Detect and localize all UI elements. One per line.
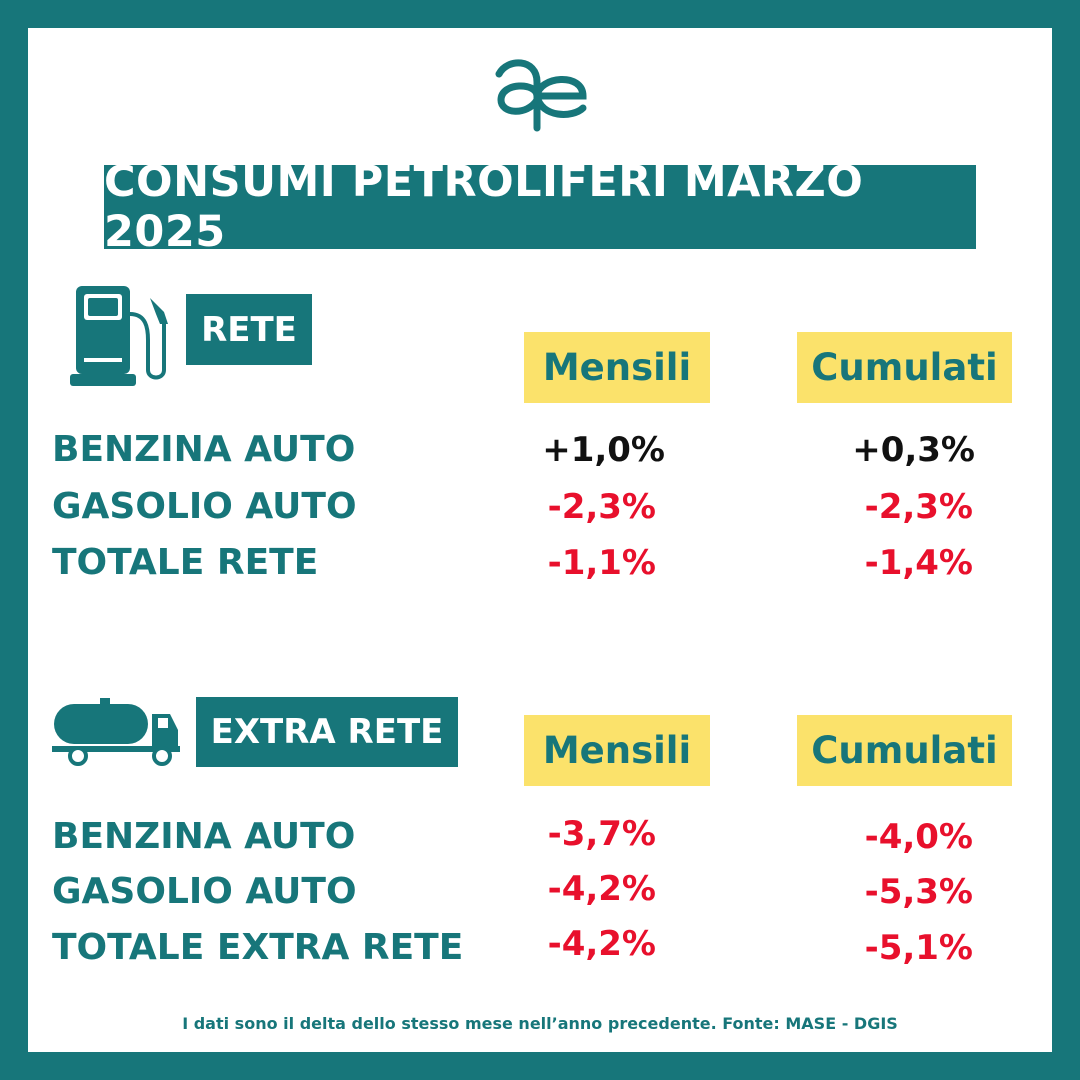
section-tag-rete: RETE bbox=[186, 294, 312, 365]
source-footnote: I dati sono il delta dello stesso mese n… bbox=[182, 1014, 898, 1033]
column-header-mensili: Mensili bbox=[524, 332, 710, 403]
row-label: BENZINA AUTO bbox=[52, 429, 356, 470]
ae-ligature-logo bbox=[495, 59, 587, 132]
column-header-mensili: Mensili bbox=[524, 715, 710, 786]
row-label: TOTALE EXTRA RETE bbox=[52, 927, 464, 968]
value-cumulative: -5,3% bbox=[864, 872, 973, 912]
value-monthly: +1,0% bbox=[542, 430, 665, 470]
value-monthly: -4,2% bbox=[547, 924, 656, 964]
fuel-pump-icon bbox=[70, 286, 168, 386]
value-cumulative: -2,3% bbox=[864, 487, 973, 527]
value-monthly: -1,1% bbox=[547, 543, 656, 583]
column-header-cumulati: Cumulati bbox=[797, 715, 1012, 786]
value-cumulative: -4,0% bbox=[864, 817, 973, 857]
value-cumulative: -5,1% bbox=[864, 928, 973, 968]
row-label: GASOLIO AUTO bbox=[52, 486, 357, 527]
row-label: TOTALE RETE bbox=[52, 542, 319, 583]
page-title: CONSUMI PETROLIFERI MARZO 2025 bbox=[104, 157, 976, 257]
value-monthly: -4,2% bbox=[547, 869, 656, 909]
row-label: BENZINA AUTO bbox=[52, 816, 356, 857]
column-header-cumulati: Cumulati bbox=[797, 332, 1012, 403]
row-label: GASOLIO AUTO bbox=[52, 871, 357, 912]
value-cumulative: -1,4% bbox=[864, 543, 973, 583]
value-monthly: -2,3% bbox=[547, 487, 656, 527]
tanker-truck-icon bbox=[52, 698, 180, 766]
value-cumulative: +0,3% bbox=[852, 430, 975, 470]
value-monthly: -3,7% bbox=[547, 814, 656, 854]
section-tag-extra-rete: EXTRA RETE bbox=[196, 697, 458, 767]
